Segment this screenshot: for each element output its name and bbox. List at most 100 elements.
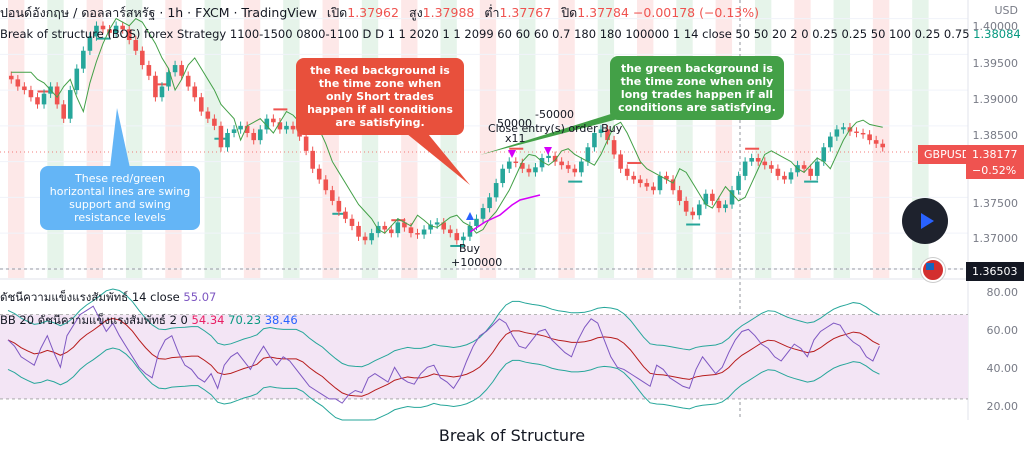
candle-body xyxy=(310,150,315,169)
candle-body xyxy=(179,65,184,76)
short-zone-band xyxy=(872,0,890,278)
long-zone-band xyxy=(519,0,536,278)
candle-body xyxy=(205,111,211,119)
swing-levels-callout: These red/green horizontal lines are swi… xyxy=(40,166,200,230)
candle-body xyxy=(330,190,335,201)
candle-body xyxy=(81,50,86,69)
long-zone-band xyxy=(283,0,300,278)
low-value: 1.37767 xyxy=(499,5,552,20)
candle-body xyxy=(172,65,178,73)
candle-body xyxy=(703,193,709,205)
short-zone-callout: the Red background is the time zone when… xyxy=(296,58,464,135)
candle-body xyxy=(742,161,748,176)
candle-body xyxy=(533,167,538,173)
short-zone-band xyxy=(8,0,25,278)
bb-lower-line xyxy=(7,347,880,421)
candle-body xyxy=(690,211,696,216)
candle-body xyxy=(801,165,807,169)
us-flag-icon[interactable] xyxy=(921,258,945,282)
candle-body xyxy=(579,161,584,173)
long-zone-band xyxy=(833,0,850,278)
rsi-tick: 20.00 xyxy=(986,400,1019,413)
high-label: สูง xyxy=(408,5,423,20)
close-entry-label: Close entry(s) order Buy xyxy=(488,122,623,135)
candle-body xyxy=(670,179,676,191)
candle-body xyxy=(520,163,525,169)
price-tick: 1.39000 xyxy=(972,93,1019,106)
close-arrow-icon xyxy=(508,150,516,158)
play-button[interactable] xyxy=(902,198,948,244)
bb-legend[interactable]: BB 20 ดัชนีความแข็งแรงสัมพัทธ์ 2 0 54.34… xyxy=(0,312,298,330)
candle-body xyxy=(153,75,158,98)
candle-body xyxy=(506,161,512,169)
candle-body xyxy=(428,224,433,230)
candle-body xyxy=(637,179,643,184)
candle-body xyxy=(159,86,165,98)
candle-body xyxy=(814,161,820,176)
candle-body xyxy=(343,211,348,219)
candle-body xyxy=(454,233,460,241)
candle-body xyxy=(15,79,21,87)
candle-body xyxy=(264,118,270,130)
candle-body xyxy=(369,233,374,241)
close-qty-1: 50000 xyxy=(497,117,532,130)
last-price-badge: 1.38177 xyxy=(966,145,1024,164)
symbol-badge: GBPUSD xyxy=(918,145,977,164)
price-tick: 1.37000 xyxy=(972,232,1019,245)
strategy-legend[interactable]: Break of structure (BOS) forex Strategy … xyxy=(0,27,1021,41)
candle-body xyxy=(146,65,152,76)
candle-body xyxy=(539,158,545,168)
candle-body xyxy=(565,165,571,169)
buy-signal-qty: +100000 xyxy=(451,256,503,269)
long-zone-band xyxy=(204,0,221,278)
candle-body xyxy=(860,132,866,135)
rsi-tick: 40.00 xyxy=(986,362,1019,375)
candle-body xyxy=(611,140,617,155)
candle-body xyxy=(644,183,650,187)
currency-label: USD xyxy=(994,4,1018,17)
bb-upper-value: 70.23 xyxy=(228,313,262,327)
close-value: 1.37784 xyxy=(577,5,629,20)
rsi-value: 55.07 xyxy=(183,290,217,304)
candle-body xyxy=(198,97,204,112)
short-zone-band xyxy=(637,0,654,278)
low-label: ต่ำ xyxy=(484,5,500,20)
candle-body xyxy=(238,125,243,130)
short-zone-band xyxy=(165,0,182,278)
candle-body xyxy=(402,222,407,228)
candle-body xyxy=(729,190,735,205)
candle-body xyxy=(480,208,486,219)
candle-body xyxy=(225,132,230,148)
candle-body xyxy=(592,132,597,148)
buy-arrow-icon xyxy=(466,212,474,220)
rsi-name: ดัชนีความแข็งแรงสัมพัทธ์ 14 close xyxy=(0,290,180,304)
short-zone-band xyxy=(715,0,733,278)
price-tick: 1.37500 xyxy=(972,197,1019,210)
price-tick: 1.39500 xyxy=(972,57,1019,70)
price-tick: 1.38500 xyxy=(972,129,1019,142)
chart-header: ปอนด์อังกฤษ / ดอลลาร์สหรัฐ · 1h · FXCM ·… xyxy=(0,3,759,23)
candle-body xyxy=(461,236,466,241)
last-pct-badge: −0.52% xyxy=(966,162,1024,179)
candle-body xyxy=(356,225,361,237)
candle-body xyxy=(808,168,813,176)
candle-body xyxy=(28,90,34,98)
bb-basis-value: 54.34 xyxy=(191,313,225,327)
rsi-line xyxy=(7,305,880,404)
rsi-legend[interactable]: ดัชนีความแข็งแรงสัมพัทธ์ 14 close 55.07 xyxy=(0,289,216,307)
short-zone-band xyxy=(479,0,497,278)
candle-body xyxy=(100,25,106,30)
candle-body xyxy=(487,197,492,209)
candle-body xyxy=(631,175,637,180)
candle-body xyxy=(710,193,715,201)
chart-gridlines xyxy=(0,0,1024,420)
candle-body xyxy=(284,125,289,130)
candle-body xyxy=(94,25,99,37)
price-tick: 1.40000 xyxy=(972,20,1019,33)
short-zone-band xyxy=(558,0,575,278)
candle-body xyxy=(323,179,329,191)
candle-body xyxy=(755,158,761,162)
symbol-title[interactable]: ปอนด์อังกฤษ / ดอลลาร์สหรัฐ · 1h · FXCM ·… xyxy=(0,5,317,20)
candle-body xyxy=(657,175,663,191)
candle-body xyxy=(474,218,479,226)
